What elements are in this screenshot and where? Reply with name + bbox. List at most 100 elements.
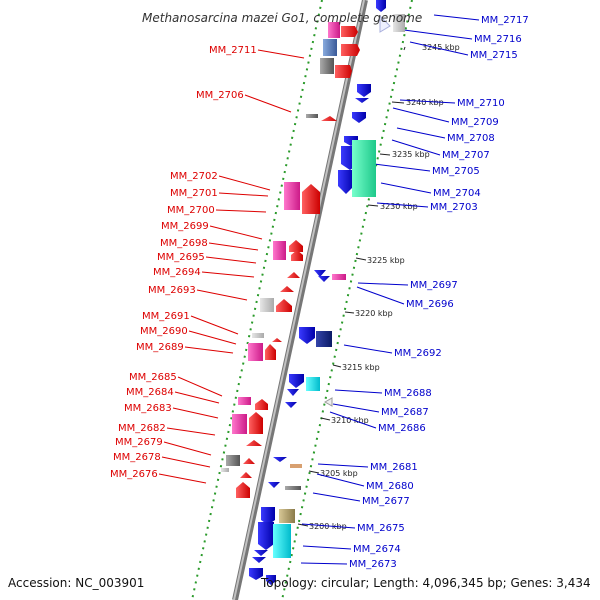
leader-line: [334, 389, 383, 394]
gene-label[interactable]: MM_2710: [457, 98, 505, 109]
gene-label[interactable]: MM_2686: [378, 423, 426, 434]
gene-feature: [314, 270, 326, 277]
leader-line: [208, 242, 259, 251]
gene-feature: [252, 557, 266, 563]
tick-label: 3205 kbp: [320, 469, 358, 478]
gene-label[interactable]: MM_2692: [394, 348, 442, 359]
leader-line: [399, 99, 456, 104]
leader-line: [316, 473, 365, 487]
genome-title: Methanosarcina mazei Go1, complete genom…: [142, 11, 422, 25]
gene-label[interactable]: MM_2717: [481, 15, 529, 26]
gene-feature: [273, 241, 286, 260]
tick-mark: [344, 311, 355, 314]
gene-label[interactable]: MM_2695: [157, 252, 205, 263]
gene-label[interactable]: MM_2693: [148, 285, 196, 296]
leader-line: [433, 14, 480, 21]
gene-label[interactable]: MM_2706: [196, 90, 244, 101]
gene-feature: [254, 550, 268, 556]
leader-line: [188, 330, 237, 345]
leader-line: [166, 427, 216, 436]
gene-label[interactable]: MM_2691: [142, 311, 190, 322]
gene-label[interactable]: MM_2705: [432, 166, 480, 177]
leader-line: [356, 286, 405, 305]
gene-feature: [273, 524, 291, 558]
gene-feature: [243, 458, 255, 464]
tick-label: 3230 kbp: [380, 202, 418, 211]
gene-feature: [379, 14, 391, 33]
gene-feature: [279, 509, 295, 523]
gene-feature: [289, 240, 303, 252]
leader-line: [158, 473, 207, 484]
gene-feature: [302, 184, 320, 214]
tick-label: 3235 kbp: [392, 150, 430, 159]
outer-track-line: [281, 0, 413, 600]
gene-label[interactable]: MM_2677: [362, 496, 410, 507]
position-ticks: 3245 kbp 3240 kbp 3235 kbp 3230 kbp 3225 kbp…: [297, 43, 460, 531]
gene-label[interactable]: MM_2675: [357, 523, 405, 534]
gene-feature: [249, 568, 263, 580]
gene-label[interactable]: MM_2701: [170, 188, 218, 199]
gene-label[interactable]: MM_2707: [442, 150, 490, 161]
gene-feature: [221, 468, 229, 472]
gene-label[interactable]: MM_2678: [113, 452, 161, 463]
leader-line: [329, 411, 377, 429]
leader-line: [218, 175, 271, 191]
gene-label[interactable]: MM_2683: [124, 403, 172, 414]
backbone-ring: [232, 0, 368, 600]
leader-line: [244, 94, 292, 113]
gene-feature: [240, 472, 252, 478]
gene-feature: [284, 182, 300, 210]
gene-label[interactable]: MM_2708: [447, 133, 495, 144]
gene-label[interactable]: MM_2681: [370, 462, 418, 473]
gene-label[interactable]: MM_2699: [161, 221, 209, 232]
accession-text: Accession: NC_003901: [8, 576, 144, 590]
leader-line: [403, 29, 473, 40]
gene-feature: [276, 299, 292, 312]
gene-label[interactable]: MM_2688: [384, 388, 432, 399]
gene-label[interactable]: MM_2703: [430, 202, 478, 213]
gene-feature: [335, 65, 352, 78]
gene-feature: [238, 397, 251, 405]
gene-label[interactable]: MM_2715: [470, 50, 518, 61]
leader-line: [163, 441, 212, 456]
gene-label[interactable]: MM_2682: [118, 423, 166, 434]
gene-label[interactable]: MM_2696: [406, 299, 454, 310]
leader-line: [218, 192, 269, 197]
tick-label: 3200 kbp: [309, 522, 347, 531]
gene-feature: [287, 389, 299, 396]
gene-label[interactable]: MM_2700: [167, 205, 215, 216]
leader-line: [300, 562, 348, 565]
gene-label[interactable]: MM_2679: [115, 437, 163, 448]
gene-label[interactable]: MM_2689: [136, 342, 184, 353]
tick-label: 3245 kbp: [422, 43, 460, 52]
gene-label[interactable]: MM_2690: [140, 326, 188, 337]
gene-label[interactable]: MM_2685: [129, 372, 177, 383]
genes-inner-strand: [249, 0, 405, 585]
gene-label[interactable]: MM_2716: [474, 34, 522, 45]
gene-label[interactable]: MM_2694: [153, 267, 201, 278]
gene-feature: [306, 377, 320, 391]
gene-feature: [323, 39, 337, 56]
leader-line: [409, 41, 469, 56]
genes-outer-strand: [221, 22, 360, 498]
gene-label[interactable]: MM_2684: [126, 387, 174, 398]
gene-label[interactable]: MM_2697: [410, 280, 458, 291]
gene-feature: [266, 575, 276, 585]
gene-label[interactable]: MM_2676: [110, 469, 158, 480]
gene-label[interactable]: MM_2702: [170, 171, 218, 182]
gene-feature: [376, 0, 386, 12]
gene-label[interactable]: MM_2711: [209, 45, 257, 56]
gene-label[interactable]: MM_2674: [353, 544, 401, 555]
gene-label[interactable]: MM_2680: [366, 481, 414, 492]
gene-label[interactable]: MM_2673: [349, 559, 397, 570]
gene-label[interactable]: MM_2698: [160, 238, 208, 249]
gene-label[interactable]: MM_2704: [433, 188, 481, 199]
tick-label: 3220 kbp: [355, 309, 393, 318]
leader-line: [357, 282, 409, 286]
gene-label[interactable]: MM_2709: [451, 117, 499, 128]
leader-line: [373, 163, 431, 172]
gene-feature: [280, 286, 294, 292]
gene-feature: [338, 170, 354, 194]
tick-mark: [379, 153, 391, 156]
gene-label[interactable]: MM_2687: [381, 407, 429, 418]
